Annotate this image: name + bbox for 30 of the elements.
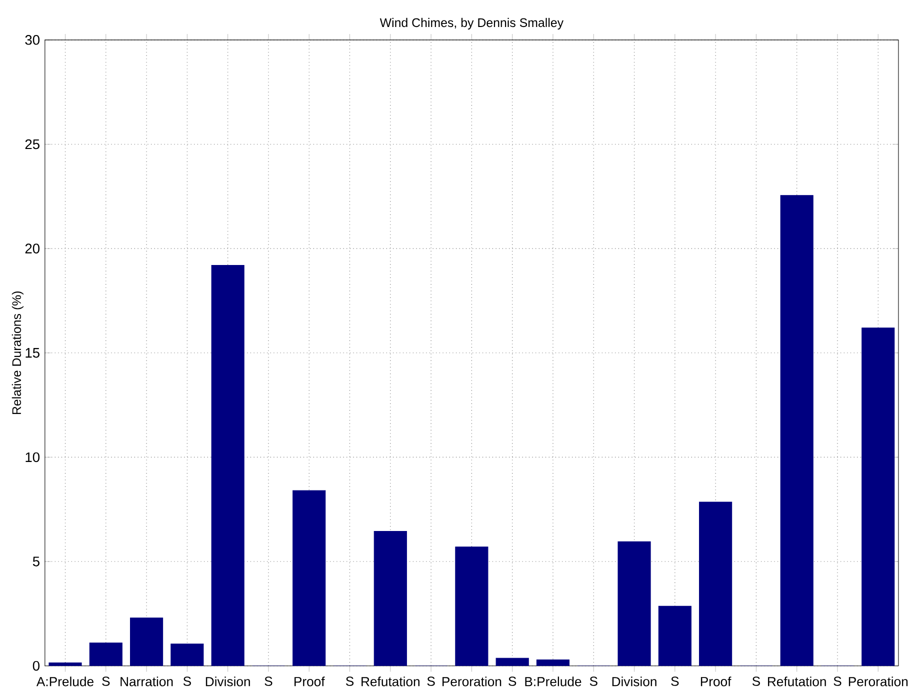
x-tick-label: A:Prelude [36,676,94,686]
x-tick-label: Refutation [362,676,420,686]
x-tick-label: S [346,676,354,686]
x-tick-label: Peroration [848,676,908,686]
x-tick-label: Peroration [442,676,502,686]
x-tick-label: B:Prelude [525,676,582,686]
x-tick-label: Division [612,676,656,686]
x-tick-label: S [752,676,760,686]
y-tick-label: 10 [26,452,40,462]
x-tick-label: S [264,676,272,686]
x-tick-label: S [590,676,598,686]
x-tick-label: S [671,676,679,686]
chart-title: Wind Chimes, by Dennis Smalley [380,18,564,30]
x-tick-label: S [834,676,842,686]
x-tick-label: S [508,676,516,686]
x-tick-label: S [102,676,110,686]
y-tick-label: 0 [32,661,40,671]
x-tick-label: S [427,676,435,686]
x-tick-label: Division [206,676,250,686]
x-tick-label: Narration [120,676,173,686]
x-tick-label: Proof [294,676,325,686]
x-tick-label: Refutation [768,676,826,686]
y-axis-title: Relative Durations (%) [12,292,24,414]
y-tick-label: 5 [32,556,40,566]
x-tick-label: Proof [700,676,732,686]
y-tick-label: 30 [25,35,40,45]
y-tick-label: 25 [25,139,40,150]
x-tick-label: S [183,676,191,686]
y-tick-label: 15 [26,348,40,358]
y-tick-label: 20 [25,244,40,254]
